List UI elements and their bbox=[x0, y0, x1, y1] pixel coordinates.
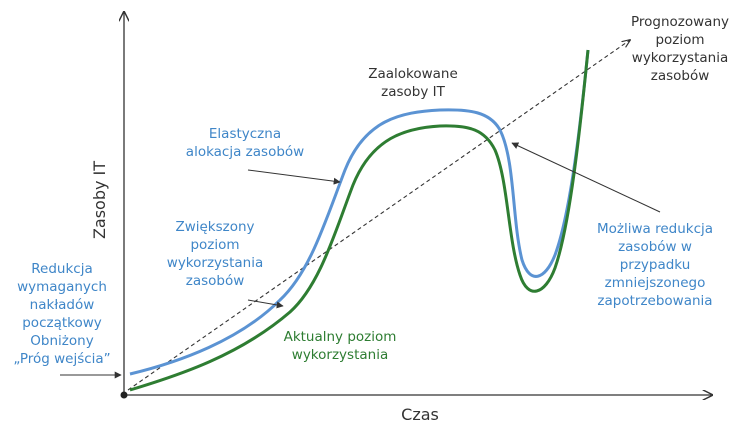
annotation-zwiekszony: Zwiększony poziom wykorzystania zasobów bbox=[167, 219, 263, 289]
svg-text:Aktualny poziom: Aktualny poziom bbox=[284, 329, 397, 345]
annotation-prognozowany: Prognozowany poziom wykorzystania zasobó… bbox=[631, 14, 729, 84]
forecast-trend-line bbox=[127, 40, 630, 391]
svg-text:zmniejszonego: zmniejszonego bbox=[605, 275, 706, 291]
x-axis-label: Czas bbox=[401, 405, 439, 424]
allocated-resources-curve bbox=[129, 49, 590, 376]
origin-dot bbox=[120, 391, 128, 399]
svg-text:Redukcja: Redukcja bbox=[31, 261, 92, 277]
svg-text:zasobów w: zasobów w bbox=[618, 239, 692, 255]
svg-text:Prognozowany: Prognozowany bbox=[631, 14, 729, 30]
svg-text:wykorzystania: wykorzystania bbox=[632, 50, 728, 66]
svg-text:Elastyczna: Elastyczna bbox=[209, 126, 281, 142]
svg-text:Zaalokowane: Zaalokowane bbox=[368, 66, 458, 82]
svg-text:zasobów: zasobów bbox=[651, 68, 710, 84]
svg-text:wymaganych: wymaganych bbox=[17, 279, 107, 295]
annotation-zaalokowane: Zaalokowane zasoby IT bbox=[368, 66, 458, 100]
svg-text:poziom: poziom bbox=[190, 237, 239, 253]
pointer-arrow-mozliwa bbox=[511, 142, 661, 213]
annotation-redukcja: Redukcja wymaganych nakładów początkowy … bbox=[13, 261, 110, 367]
actual-utilization-curve bbox=[129, 49, 590, 392]
pointer-arrow-zwiekszony bbox=[247, 299, 284, 309]
svg-text:Możliwa redukcja: Możliwa redukcja bbox=[597, 221, 713, 237]
svg-text:wykorzystania: wykorzystania bbox=[292, 347, 388, 363]
svg-text:Zwiększony: Zwiększony bbox=[175, 219, 254, 235]
svg-text:zasoby IT: zasoby IT bbox=[381, 84, 445, 100]
svg-text:nakładów: nakładów bbox=[30, 297, 95, 313]
pointer-arrow-elastyczna bbox=[247, 169, 341, 185]
svg-text:wykorzystania: wykorzystania bbox=[167, 255, 263, 271]
svg-text:alokacja zasobów: alokacja zasobów bbox=[186, 144, 304, 160]
svg-text:Obniżony: Obniżony bbox=[30, 333, 93, 349]
annotation-mozliwa: Możliwa redukcja zasobów w przypadku zmn… bbox=[597, 221, 713, 309]
annotation-elastyczna: Elastyczna alokacja zasobów bbox=[186, 126, 304, 160]
svg-text:początkowy: początkowy bbox=[22, 315, 102, 331]
svg-text:zasobów: zasobów bbox=[186, 273, 245, 289]
svg-text:poziom: poziom bbox=[655, 32, 704, 48]
svg-text:przypadku: przypadku bbox=[620, 257, 691, 273]
svg-text:zapotrzebowania: zapotrzebowania bbox=[597, 293, 712, 309]
annotation-aktualny: Aktualny poziom wykorzystania bbox=[284, 329, 397, 363]
y-axis-label: Zasoby IT bbox=[90, 161, 109, 239]
svg-text:„Próg wejścia”: „Próg wejścia” bbox=[13, 351, 110, 367]
